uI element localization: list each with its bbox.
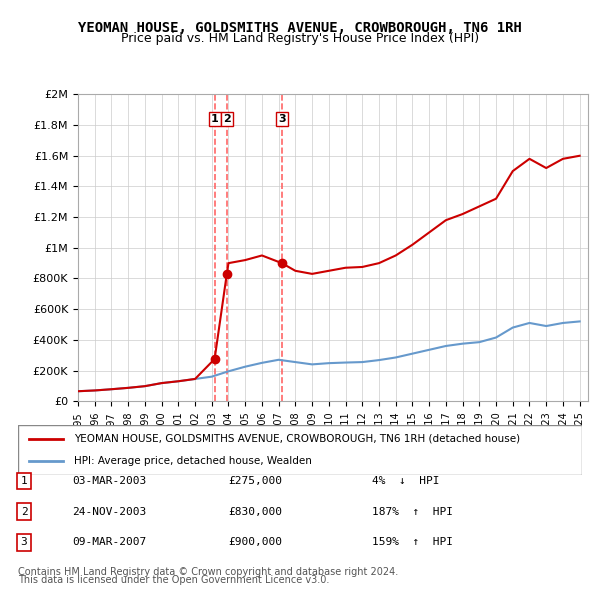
Text: 1: 1 bbox=[20, 476, 28, 486]
Text: 3: 3 bbox=[20, 537, 28, 547]
Text: £275,000: £275,000 bbox=[228, 476, 282, 486]
Text: 159%  ↑  HPI: 159% ↑ HPI bbox=[372, 537, 453, 547]
Text: 2: 2 bbox=[223, 114, 230, 124]
Text: £830,000: £830,000 bbox=[228, 507, 282, 516]
Text: 1: 1 bbox=[211, 114, 218, 124]
Text: £900,000: £900,000 bbox=[228, 537, 282, 547]
Text: 24-NOV-2003: 24-NOV-2003 bbox=[72, 507, 146, 516]
Text: YEOMAN HOUSE, GOLDSMITHS AVENUE, CROWBOROUGH, TN6 1RH (detached house): YEOMAN HOUSE, GOLDSMITHS AVENUE, CROWBOR… bbox=[74, 434, 521, 444]
Text: 09-MAR-2007: 09-MAR-2007 bbox=[72, 537, 146, 547]
Text: This data is licensed under the Open Government Licence v3.0.: This data is licensed under the Open Gov… bbox=[18, 575, 329, 585]
Text: 2: 2 bbox=[20, 507, 28, 516]
Text: 3: 3 bbox=[278, 114, 286, 124]
Text: YEOMAN HOUSE, GOLDSMITHS AVENUE, CROWBOROUGH, TN6 1RH: YEOMAN HOUSE, GOLDSMITHS AVENUE, CROWBOR… bbox=[78, 21, 522, 35]
Text: Price paid vs. HM Land Registry's House Price Index (HPI): Price paid vs. HM Land Registry's House … bbox=[121, 32, 479, 45]
FancyBboxPatch shape bbox=[18, 425, 582, 475]
Text: Contains HM Land Registry data © Crown copyright and database right 2024.: Contains HM Land Registry data © Crown c… bbox=[18, 567, 398, 577]
Text: HPI: Average price, detached house, Wealden: HPI: Average price, detached house, Weal… bbox=[74, 456, 312, 466]
Text: 187%  ↑  HPI: 187% ↑ HPI bbox=[372, 507, 453, 516]
Text: 03-MAR-2003: 03-MAR-2003 bbox=[72, 476, 146, 486]
Text: 4%  ↓  HPI: 4% ↓ HPI bbox=[372, 476, 439, 486]
